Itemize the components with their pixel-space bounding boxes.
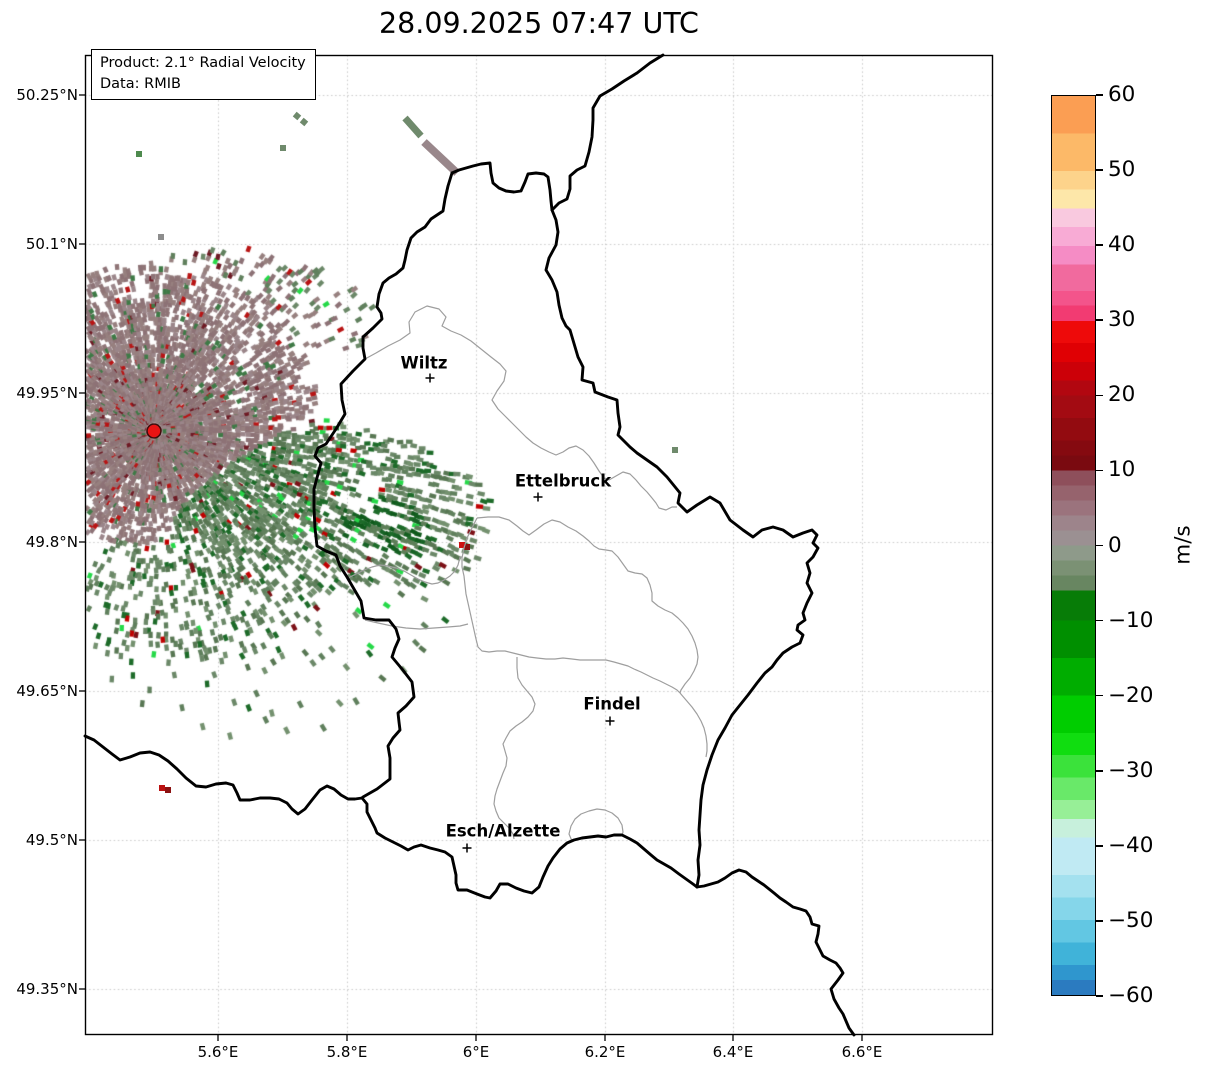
- colorbar-tick: [1096, 920, 1103, 922]
- colorbar-tick: [1096, 544, 1103, 547]
- national-border: [83, 734, 364, 816]
- district-border: [461, 517, 681, 694]
- colorbar-tick: [1096, 244, 1103, 246]
- district-border: [608, 471, 677, 511]
- colorbar-tick-label: 0: [1108, 532, 1122, 558]
- product-info-box: Product: 2.1° Radial Velocity Data: RMIB: [91, 49, 316, 101]
- colorbar-tick-label: 20: [1108, 382, 1136, 408]
- city-marker-icon: [425, 373, 435, 383]
- colorbar-unit-label: m/s: [1170, 525, 1196, 565]
- colorbar-tick-label: −20: [1108, 682, 1154, 708]
- isolated-echo-cell: [159, 785, 165, 791]
- national-border: [544, 208, 820, 889]
- city-label: Findel: [583, 694, 641, 714]
- district-border: [493, 657, 536, 840]
- radar-artifact-streak: [421, 139, 460, 176]
- national-border: [450, 161, 554, 212]
- x-tick-label: 5.6°E: [197, 1043, 239, 1061]
- colorbar-tick-label: 40: [1108, 232, 1136, 258]
- national-border: [360, 796, 699, 900]
- x-tick-label: 6.6°E: [841, 1043, 883, 1061]
- colorbar-tick-label: −50: [1108, 907, 1154, 933]
- colorbar-tick: [1096, 394, 1103, 397]
- colorbar-gradient: [1051, 95, 1096, 996]
- colorbar-tick: [1096, 995, 1103, 997]
- x-tick-label: 6.4°E: [712, 1043, 754, 1061]
- colorbar-tick: [1096, 769, 1103, 772]
- city-marker-icon: [533, 492, 543, 502]
- district-border: [364, 619, 469, 630]
- national-border: [312, 171, 454, 800]
- product-label: Product: 2.1° Radial Velocity: [100, 55, 306, 71]
- isolated-echo-cell: [672, 447, 678, 453]
- colorbar-tick-label: −40: [1108, 832, 1154, 858]
- y-tick-label: 49.35°N: [16, 980, 78, 998]
- colorbar-tick: [1096, 319, 1103, 322]
- colorbar-tick-label: 60: [1108, 82, 1136, 107]
- colorbar-tick: [1096, 169, 1103, 171]
- district-border: [476, 516, 699, 694]
- colorbar-tick-label: −10: [1108, 607, 1154, 633]
- isolated-echo-cell: [158, 234, 164, 240]
- data-source-label: Data: RMIB: [100, 76, 181, 93]
- city-marker-icon: [462, 843, 472, 853]
- radar-artifact-streak: [402, 115, 424, 139]
- district-border: [364, 305, 610, 481]
- colorbar-tick: [1096, 694, 1103, 697]
- isolated-echo-cell: [459, 542, 465, 548]
- district-border: [679, 692, 708, 758]
- radar-echo-canvas: [85, 55, 993, 1035]
- colorbar-tick: [1096, 469, 1103, 472]
- national-border: [695, 868, 856, 1037]
- y-tick-label: 49.5°N: [25, 831, 78, 849]
- isolated-echo-cell: [280, 145, 286, 151]
- isolated-echo-cell: [464, 544, 470, 550]
- y-tick-label: 49.95°N: [16, 384, 78, 402]
- colorbar-tick-label: 30: [1108, 307, 1136, 333]
- radar-site-dot: [146, 423, 162, 439]
- national-border: [550, 53, 665, 212]
- city-label: Esch/Alzette: [445, 821, 561, 841]
- y-tick-label: 49.8°N: [25, 533, 78, 551]
- plot-frame: [84, 54, 994, 1036]
- district-border: [347, 556, 462, 585]
- colorbar-tick: [1096, 619, 1103, 622]
- colorbar-tick: [1096, 94, 1103, 96]
- isolated-echo-cell: [165, 787, 171, 793]
- y-tick-label: 50.1°N: [25, 235, 78, 253]
- isolated-echo-cell: [136, 151, 142, 157]
- x-tick-label: 6°E: [462, 1043, 490, 1061]
- colorbar-tick-label: 50: [1108, 157, 1136, 183]
- x-tick-label: 5.8°E: [326, 1043, 368, 1061]
- x-tick-label: 6.2°E: [584, 1043, 626, 1061]
- figure-title: 28.09.2025 07:47 UTC: [379, 7, 699, 40]
- colorbar-tick: [1096, 845, 1103, 847]
- city-label: Ettelbruck: [514, 471, 612, 491]
- y-tick-label: 50.25°N: [16, 86, 78, 104]
- city-marker-icon: [605, 716, 615, 726]
- isolated-echo-cell: [299, 117, 309, 127]
- y-tick-label: 49.65°N: [16, 682, 78, 700]
- colorbar-tick-label: −60: [1108, 983, 1154, 1008]
- colorbar-tick-label: −30: [1108, 757, 1154, 783]
- district-border: [568, 808, 624, 842]
- city-label: Wiltz: [400, 353, 448, 373]
- isolated-echo-cell: [292, 111, 302, 121]
- colorbar-tick-label: 10: [1108, 457, 1136, 483]
